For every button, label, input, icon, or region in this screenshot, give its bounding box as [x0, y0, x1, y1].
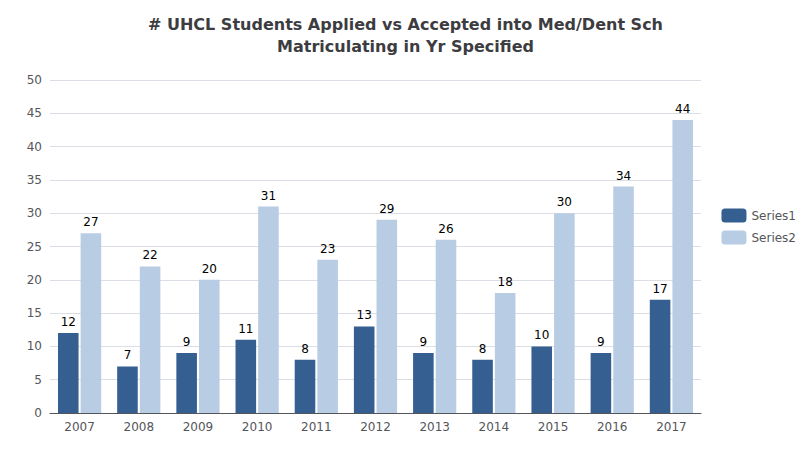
svg-text:20: 20	[27, 273, 42, 287]
svg-text:31: 31	[261, 189, 276, 203]
svg-text:Series2: Series2	[751, 231, 796, 245]
svg-text:2016: 2016	[597, 420, 628, 434]
svg-text:25: 25	[27, 240, 42, 254]
svg-text:8: 8	[301, 342, 309, 356]
svg-text:17: 17	[652, 282, 667, 296]
svg-text:Matriculating in Yr Specified: Matriculating in Yr Specified	[277, 37, 534, 56]
svg-text:10: 10	[27, 339, 42, 353]
svg-text:2013: 2013	[419, 420, 450, 434]
svg-text:7: 7	[124, 348, 132, 362]
svg-text:10: 10	[534, 328, 549, 342]
svg-text:13: 13	[357, 308, 372, 322]
svg-text:23: 23	[320, 242, 335, 256]
svg-text:# UHCL Students Applied vs Acc: # UHCL Students Applied vs Accepted into…	[148, 15, 663, 34]
svg-text:27: 27	[83, 215, 98, 229]
svg-text:18: 18	[498, 275, 513, 289]
svg-text:5: 5	[34, 373, 42, 387]
svg-text:2007: 2007	[64, 420, 95, 434]
svg-text:2009: 2009	[183, 420, 214, 434]
svg-text:2011: 2011	[301, 420, 332, 434]
svg-text:2008: 2008	[123, 420, 154, 434]
svg-text:9: 9	[420, 335, 428, 349]
svg-text:2012: 2012	[360, 420, 391, 434]
svg-text:45: 45	[27, 106, 42, 120]
svg-text:0: 0	[34, 406, 42, 420]
svg-text:40: 40	[27, 140, 42, 154]
svg-text:44: 44	[675, 102, 690, 116]
svg-text:Series1: Series1	[751, 209, 796, 223]
svg-text:9: 9	[183, 335, 191, 349]
svg-text:8: 8	[479, 342, 487, 356]
svg-text:35: 35	[27, 173, 42, 187]
svg-text:12: 12	[61, 315, 76, 329]
svg-text:30: 30	[557, 195, 572, 209]
svg-text:2014: 2014	[479, 420, 510, 434]
svg-text:34: 34	[616, 169, 631, 183]
svg-text:30: 30	[27, 206, 42, 220]
svg-text:9: 9	[597, 335, 605, 349]
svg-text:20: 20	[202, 262, 217, 276]
svg-text:22: 22	[142, 248, 157, 262]
svg-text:11: 11	[238, 322, 253, 336]
svg-text:2017: 2017	[656, 420, 687, 434]
svg-text:50: 50	[27, 73, 42, 87]
svg-text:26: 26	[438, 222, 453, 236]
svg-text:15: 15	[27, 306, 42, 320]
svg-text:29: 29	[379, 202, 394, 216]
svg-text:2010: 2010	[242, 420, 273, 434]
svg-text:2015: 2015	[538, 420, 569, 434]
